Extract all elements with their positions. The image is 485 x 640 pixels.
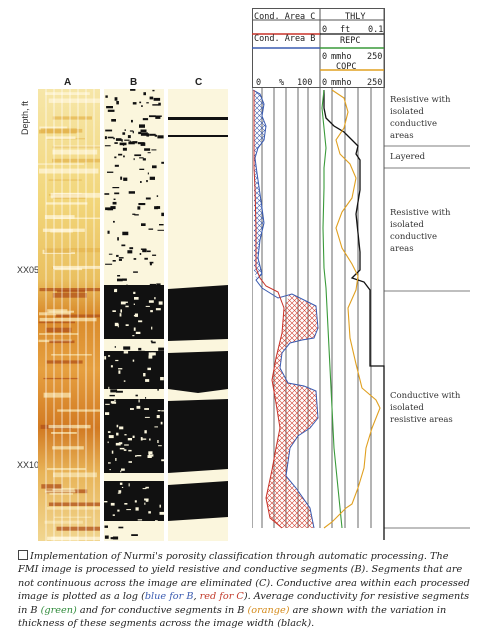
cond-area-c-fill [266, 293, 318, 528]
header-copc-unit: mmho [331, 52, 352, 62]
header-copc: COPC [336, 62, 357, 72]
caption-green-text: (green) [40, 604, 77, 616]
cond-area-b-curve [252, 89, 319, 529]
caption-orange-text: (orange) [247, 604, 290, 616]
caption-paren-open: ( [141, 591, 145, 603]
header-repc-max: 0.1 [368, 25, 384, 35]
header-row4-max: 250 [367, 78, 383, 88]
header-row4-min: 0 [322, 78, 328, 88]
header-thly: THLY [345, 12, 366, 22]
header-repc-unit: ft [340, 25, 351, 35]
strip-label-b: B [130, 77, 138, 88]
depth-axis-label: Depth, ft [20, 101, 30, 135]
header-copc-min: 0 [322, 52, 328, 62]
log-panel [252, 8, 470, 540]
fmi-image-strip-a [38, 89, 100, 541]
zone-label-2: Layered [390, 152, 426, 162]
header-track1-unit: % [279, 78, 285, 88]
depth-mark-xx10: XX10 [17, 460, 40, 470]
strip-label-a: A [64, 77, 72, 88]
caption-part-3: are shown with the variation in thicknes… [18, 604, 447, 630]
depth-axis-text: Depth, ft [20, 100, 30, 135]
header-copc-max: 250 [367, 52, 383, 62]
figure-caption: Implementation of Nurmi's porosity class… [18, 550, 470, 630]
caption-part-2: and for conductive segments in B [76, 604, 248, 616]
zone-label-1: Resistive with isolated conductive areas [390, 95, 451, 141]
caption-part-4: . [311, 618, 315, 630]
caption-black-text: (black) [277, 618, 312, 630]
caption-paren-close: ). Average conductivity for resistive se… [18, 591, 470, 616]
caption-comma: , [193, 591, 200, 603]
strip-label-c: C [195, 77, 203, 88]
filtered-image-strip-c [168, 89, 228, 541]
caption-blue-text: blue for B [144, 591, 194, 603]
header-row4-unit: mmho [331, 78, 352, 88]
caption-marker-icon [18, 550, 28, 560]
cond-area-c-curve [253, 90, 285, 529]
header-repc: REPC [340, 36, 361, 46]
header-track1-max: 100 [297, 78, 313, 88]
resistive-conductivity-curve [321, 89, 343, 529]
processed-image-strip-b [104, 89, 164, 541]
header-track1-min: 0 [256, 78, 262, 88]
thickness-curve [323, 90, 385, 540]
header-cond-area-b: Cond. Area B [254, 34, 316, 44]
depth-mark-xx05: XX05 [17, 265, 40, 275]
header-repc-min: 0 [322, 25, 328, 35]
zone-label-3: Resistive with isolated conductive areas [390, 208, 451, 254]
zone-label-4: Conductive with isolated resistive areas [390, 391, 461, 425]
conductive-conductivity-curve [323, 89, 381, 529]
caption-part-1: Implementation of Nurmi's porosity class… [18, 551, 470, 603]
caption-red-text: red for C [199, 591, 244, 603]
header-cond-area-c: Cond. Area C [254, 12, 316, 22]
